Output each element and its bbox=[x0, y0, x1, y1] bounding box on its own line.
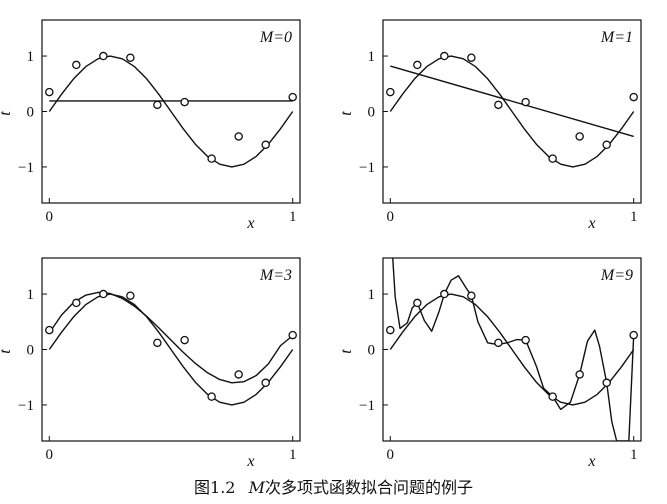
data-point bbox=[440, 289, 449, 299]
y-axis-label: t bbox=[0, 349, 14, 354]
y-tick-label: 0 bbox=[27, 343, 35, 359]
y-tick-label: 0 bbox=[27, 105, 35, 121]
panel-label: M=3 bbox=[259, 267, 292, 284]
y-axis-label: t bbox=[338, 111, 355, 116]
panel-label: M=1 bbox=[600, 29, 633, 46]
data-point bbox=[288, 92, 297, 102]
x-tick-label: 1 bbox=[289, 447, 297, 463]
chart-panel-3: −1 0 1 0 1 x t M=3 bbox=[0, 257, 301, 470]
y-axis-label: t bbox=[338, 349, 355, 354]
x-axis-label: x bbox=[587, 453, 595, 470]
x-tick-label: 1 bbox=[289, 209, 297, 225]
x-tick-label: 0 bbox=[387, 209, 395, 225]
data-point bbox=[288, 330, 297, 340]
data-point bbox=[207, 392, 216, 401]
data-point bbox=[72, 298, 81, 308]
data-point bbox=[602, 378, 611, 388]
data-point bbox=[521, 335, 530, 345]
data-point bbox=[234, 370, 243, 379]
y-tick-label: 0 bbox=[368, 343, 376, 359]
y-tick-label: 1 bbox=[368, 287, 376, 303]
caption-var: M bbox=[248, 478, 265, 497]
x-axis-label: x bbox=[587, 215, 595, 232]
fit-curve bbox=[390, 65, 634, 138]
caption-text: 次多项式函数拟合问题的例子 bbox=[264, 478, 473, 497]
data-point bbox=[629, 330, 638, 340]
data-point bbox=[467, 53, 476, 62]
data-point bbox=[99, 289, 108, 299]
y-tick-label: −1 bbox=[18, 398, 34, 414]
x-tick-label: 1 bbox=[630, 209, 638, 225]
data-point bbox=[413, 60, 422, 70]
x-axis-label: x bbox=[246, 215, 254, 232]
panel-label: M=9 bbox=[600, 267, 633, 284]
y-tick-label: 1 bbox=[27, 287, 35, 303]
data-point bbox=[261, 140, 270, 150]
fit-curve bbox=[392, 258, 635, 441]
x-tick-label: 0 bbox=[387, 447, 395, 463]
true-curve bbox=[48, 55, 294, 168]
y-tick-label: 1 bbox=[368, 49, 376, 65]
caption-label: 图 bbox=[194, 478, 211, 497]
data-point bbox=[180, 97, 189, 107]
y-tick-label: −1 bbox=[359, 160, 375, 176]
data-point bbox=[153, 338, 162, 348]
data-point bbox=[413, 298, 422, 308]
data-point bbox=[153, 100, 162, 110]
data-point bbox=[207, 154, 216, 163]
data-point bbox=[99, 51, 108, 61]
data-point bbox=[548, 392, 557, 401]
data-point bbox=[45, 325, 54, 335]
data-point bbox=[72, 60, 81, 70]
x-tick-label: 0 bbox=[46, 209, 54, 225]
plot-area bbox=[386, 258, 638, 441]
chart-panel-1: −1 0 1 0 1 x t M=0 bbox=[0, 19, 301, 232]
plot-area bbox=[45, 289, 297, 406]
y-axis-label: t bbox=[0, 111, 14, 116]
data-point bbox=[548, 154, 557, 163]
data-point bbox=[261, 378, 270, 388]
caption-number: 1.2 bbox=[210, 478, 236, 497]
true-curve bbox=[389, 293, 635, 406]
true-curve bbox=[389, 55, 635, 168]
data-point bbox=[629, 92, 638, 102]
x-axis-label: x bbox=[246, 453, 254, 470]
plot-area bbox=[45, 51, 297, 168]
data-point bbox=[575, 370, 584, 379]
data-point bbox=[521, 97, 530, 107]
figure-caption: 图1.2 M次多项式函数拟合问题的例子 bbox=[0, 474, 667, 498]
data-point bbox=[602, 140, 611, 150]
data-point bbox=[234, 132, 243, 141]
fit-curve bbox=[48, 291, 294, 384]
data-point bbox=[126, 291, 135, 300]
chart-panel-4: −1 0 1 0 1 x t M=9 bbox=[338, 257, 642, 470]
data-point bbox=[494, 338, 503, 348]
panel-label: M=0 bbox=[259, 29, 292, 46]
y-tick-label: −1 bbox=[359, 398, 375, 414]
data-point bbox=[467, 291, 476, 300]
y-tick-label: 0 bbox=[368, 105, 376, 121]
data-point bbox=[386, 325, 395, 335]
true-curve bbox=[48, 293, 294, 406]
data-point bbox=[386, 87, 395, 97]
x-tick-label: 0 bbox=[46, 447, 54, 463]
y-tick-label: 1 bbox=[27, 49, 35, 65]
data-point bbox=[440, 51, 449, 61]
y-tick-label: −1 bbox=[18, 160, 34, 176]
chart-panel-2: −1 0 1 0 1 x t M=1 bbox=[338, 19, 642, 232]
data-point bbox=[575, 132, 584, 141]
data-point bbox=[494, 100, 503, 110]
data-point bbox=[45, 87, 54, 97]
data-point bbox=[180, 335, 189, 345]
data-point bbox=[126, 53, 135, 62]
x-tick-label: 1 bbox=[630, 447, 638, 463]
plot-area bbox=[386, 51, 638, 168]
